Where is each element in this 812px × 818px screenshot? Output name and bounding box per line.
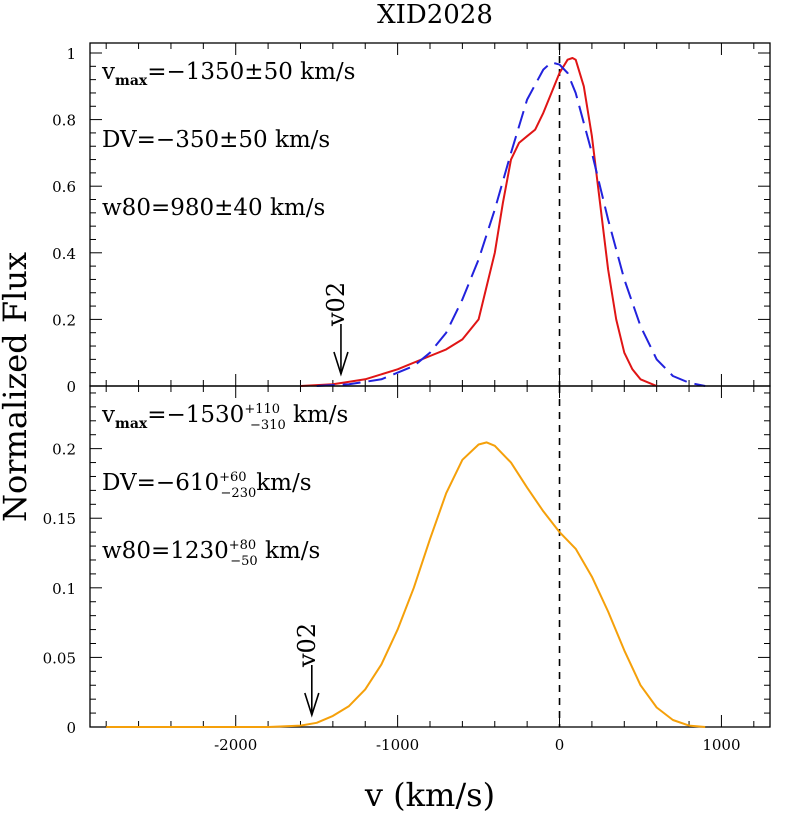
x-tick-label: -1000 <box>376 736 419 754</box>
y-axis-label: Normalized Flux <box>0 252 34 522</box>
chart-title: XID2028 <box>377 0 493 30</box>
bottom-y-tick-label: 0.15 <box>43 510 76 528</box>
bottom-annotation-dv: DV=−610+60 −230km/s <box>102 470 312 501</box>
bottom-y-tick-label: 0 <box>66 719 76 737</box>
top-annotation-dv: DV=−350±50 km/s <box>102 127 330 153</box>
top-y-tick-label: 0 <box>66 378 76 396</box>
x-tick-label: 1000 <box>702 736 740 754</box>
panel-bottom: 0 0.05 0.1 0.15 0.2 v02 vmax=−1530+110 −310 km/… <box>43 385 771 754</box>
x-tick-label: 0 <box>555 736 565 754</box>
top-marker-arrowhead <box>333 351 349 377</box>
bottom-annotation-w80: w80=1230+80 −50 km/s <box>102 538 320 569</box>
top-series-data <box>300 57 658 387</box>
bottom-y-tick-label: 0.05 <box>43 649 76 667</box>
bottom-marker-arrowhead <box>304 692 320 718</box>
top-series-gaussian-fit <box>316 61 706 387</box>
bottom-annotation-vmax: vmax=−1530+110 −310 km/s <box>101 402 348 433</box>
top-annotation-w80: w80=980±40 km/s <box>102 195 325 221</box>
top-y-tick-label: 0.6 <box>52 178 76 196</box>
bottom-y-tick-label: 0.1 <box>52 580 76 598</box>
x-tick-label: -2000 <box>214 736 257 754</box>
x-axis-label: v (km/s) <box>364 776 495 814</box>
bottom-series-model <box>106 441 706 728</box>
top-y-tick-label: 1 <box>66 45 76 63</box>
panel-top: 0 0.2 0.4 0.6 0.8 1 v02 vmax=−1350±50 km/s DV=−3… <box>52 42 771 396</box>
top-marker-label: v02 <box>322 282 350 327</box>
top-y-tick-label: 0.8 <box>52 112 76 130</box>
top-y-tick-label: 0.2 <box>52 311 76 329</box>
bottom-y-tick-label: 0.2 <box>52 441 76 459</box>
bottom-marker-label: v02 <box>293 623 321 668</box>
top-y-tick-label: 0.4 <box>52 245 76 263</box>
top-annotation-vmax: vmax=−1350±50 km/s <box>101 59 355 89</box>
